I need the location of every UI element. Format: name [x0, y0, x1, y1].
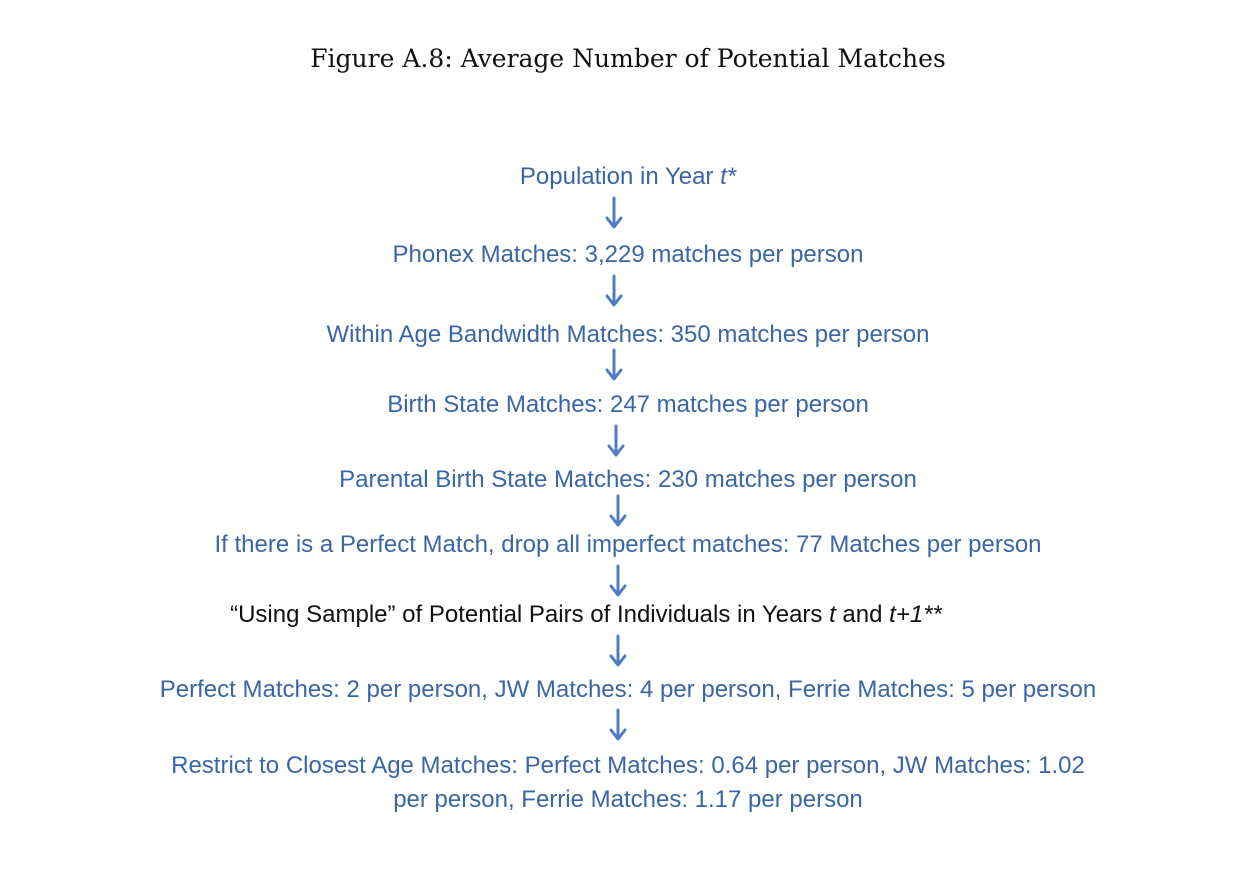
down-arrow-icon	[608, 494, 628, 528]
down-arrow-icon	[604, 274, 624, 308]
using-sample-text-and: and	[835, 601, 890, 628]
using-sample-year-t1: t+1**	[889, 601, 942, 628]
node-closest-age-line1: Restrict to Closest Age Matches: Perfect…	[171, 752, 1085, 779]
node-population-label: Population in Year	[519, 163, 721, 190]
node-age-bandwidth: Within Age Bandwidth Matches: 350 matche…	[326, 321, 930, 348]
down-arrow-icon	[604, 196, 624, 230]
node-match-counts: Perfect Matches: 2 per person, JW Matche…	[159, 676, 1097, 703]
node-population-year: t*	[720, 163, 737, 190]
figure-title: Figure A.8: Average Number of Potential …	[310, 44, 946, 73]
node-population: Population in Year t*	[0, 160, 1256, 194]
down-arrow-icon	[604, 348, 624, 382]
node-perfect-drop: If there is a Perfect Match, drop all im…	[214, 531, 1042, 558]
down-arrow-icon	[608, 564, 628, 598]
using-sample-text-start: “Using Sample” of Potential Pairs of Ind…	[230, 601, 830, 628]
node-birth-state: Birth State Matches: 247 matches per per…	[387, 391, 869, 418]
down-arrow-icon	[608, 634, 628, 668]
node-closest-age-line2: per person, Ferrie Matches: 1.17 per per…	[393, 786, 863, 813]
down-arrow-icon	[606, 424, 626, 458]
down-arrow-icon	[608, 708, 628, 742]
node-parental-birth-state: Parental Birth State Matches: 230 matche…	[339, 466, 917, 493]
using-sample-year-t: t	[829, 601, 836, 628]
node-phonex: Phonex Matches: 3,229 matches per person	[392, 241, 864, 268]
node-using-sample: “Using Sample” of Potential Pairs of Ind…	[0, 598, 1214, 632]
